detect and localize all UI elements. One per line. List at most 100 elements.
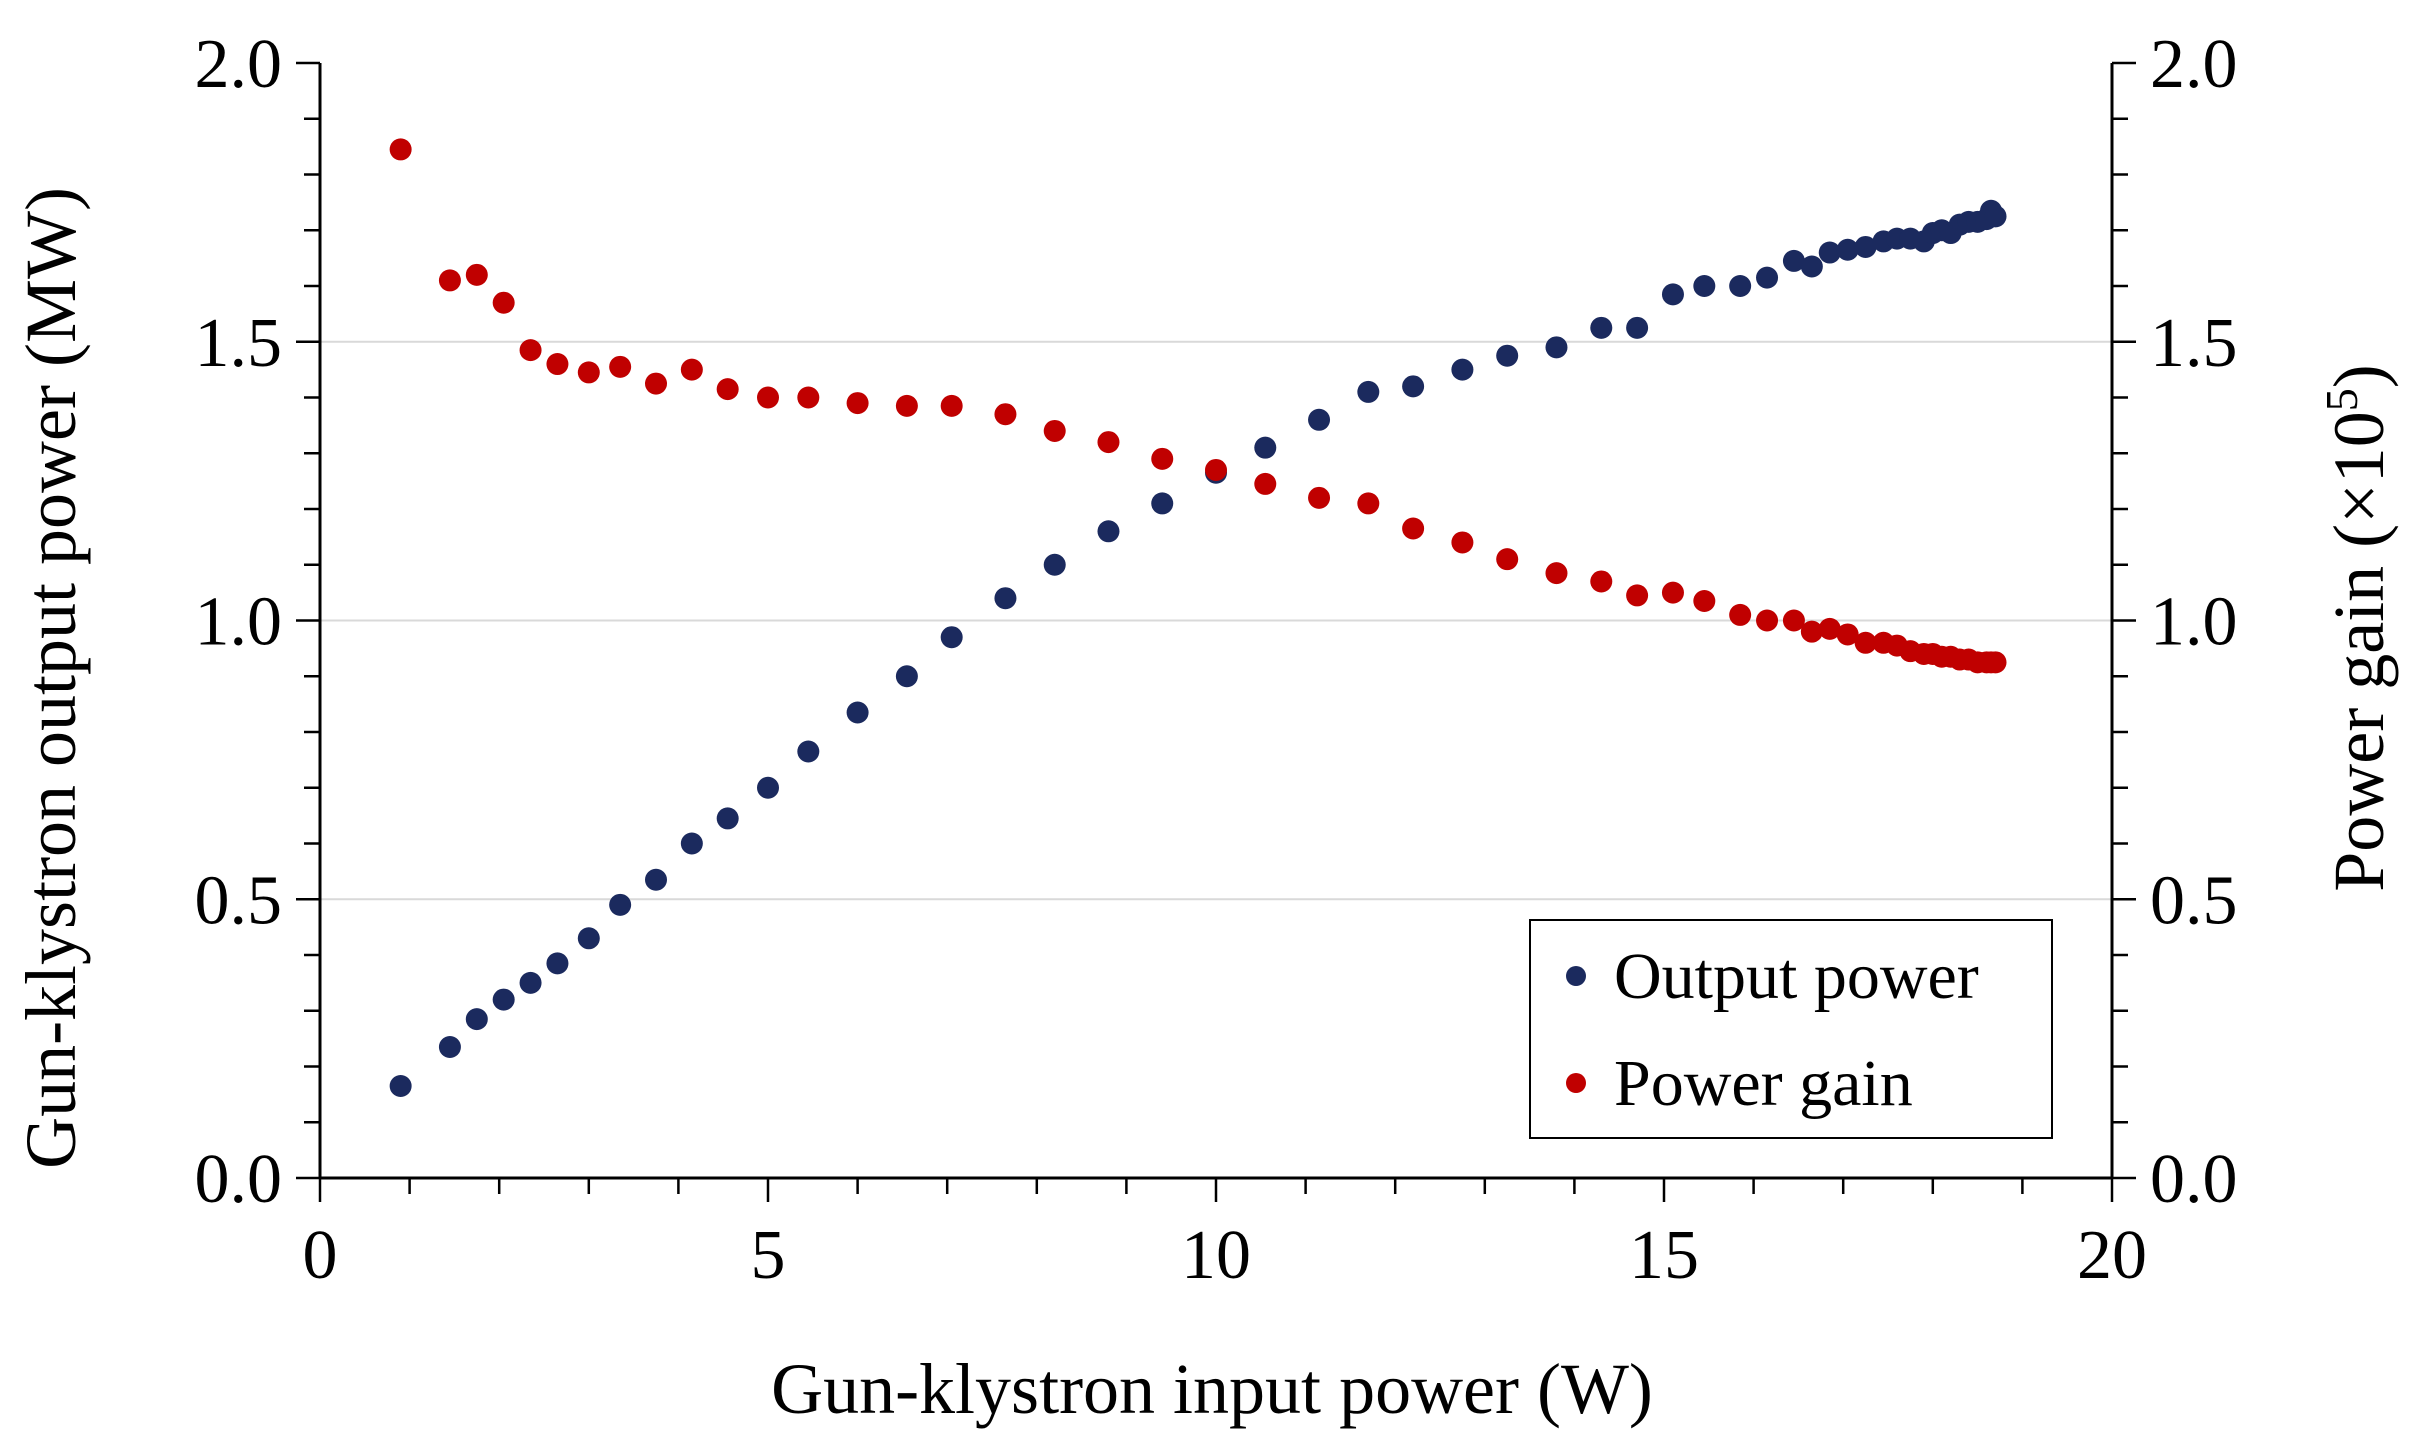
point-output-power-11 bbox=[757, 776, 779, 799]
point-power-gain-20 bbox=[1205, 458, 1227, 481]
point-output-power-18 bbox=[1097, 520, 1120, 543]
point-power-gain-0 bbox=[389, 138, 412, 161]
point-output-power-26 bbox=[1496, 344, 1519, 367]
point-output-power-27 bbox=[1545, 336, 1568, 359]
point-output-power-33 bbox=[1756, 266, 1779, 289]
point-output-power-21 bbox=[1254, 436, 1277, 459]
point-power-gain-28 bbox=[1590, 570, 1613, 593]
point-output-power-6 bbox=[577, 927, 600, 950]
point-output-power-32 bbox=[1729, 275, 1752, 297]
legend-marker-power-gain bbox=[1566, 1073, 1586, 1093]
y2-axis-title: Power gain (×105) bbox=[2316, 364, 2399, 892]
point-output-power-31 bbox=[1693, 275, 1716, 297]
point-power-gain-23 bbox=[1357, 492, 1380, 515]
point-power-gain-18 bbox=[1097, 431, 1120, 454]
point-power-gain-37 bbox=[1836, 623, 1859, 646]
point-output-power-24 bbox=[1402, 375, 1425, 398]
point-output-power-12 bbox=[797, 740, 820, 763]
point-output-power-9 bbox=[680, 832, 703, 855]
axis-ticks bbox=[296, 61, 2136, 1202]
point-power-gain-31 bbox=[1693, 589, 1716, 612]
point-power-gain-8 bbox=[645, 372, 667, 395]
point-output-power-0 bbox=[389, 1075, 412, 1098]
point-output-power-30 bbox=[1661, 283, 1684, 306]
point-output-power-8 bbox=[645, 868, 667, 891]
y-tick-label-3: 1.5 bbox=[195, 305, 283, 382]
point-output-power-51 bbox=[1984, 205, 2007, 228]
y2-axis-title-exponent: 5 bbox=[2316, 388, 2367, 411]
point-power-gain-27 bbox=[1545, 562, 1568, 585]
point-power-gain-33 bbox=[1756, 609, 1779, 632]
point-output-power-22 bbox=[1308, 408, 1331, 431]
point-output-power-38 bbox=[1854, 235, 1877, 258]
legend-box bbox=[1529, 919, 2053, 1139]
point-output-power-15 bbox=[940, 626, 963, 649]
point-power-gain-38 bbox=[1854, 631, 1877, 654]
point-power-gain-24 bbox=[1402, 517, 1425, 540]
point-power-gain-35 bbox=[1800, 620, 1823, 643]
point-output-power-16 bbox=[994, 587, 1017, 610]
x-tick-label-0: 0 bbox=[303, 1217, 338, 1294]
point-output-power-2 bbox=[465, 1008, 488, 1031]
y-tick-label-1: 0.5 bbox=[195, 862, 283, 939]
point-output-power-17 bbox=[1043, 553, 1066, 576]
point-power-gain-11 bbox=[757, 386, 779, 409]
point-power-gain-25 bbox=[1451, 531, 1474, 554]
point-power-gain-32 bbox=[1729, 603, 1752, 626]
point-power-gain-16 bbox=[994, 403, 1017, 426]
point-power-gain-9 bbox=[680, 358, 703, 381]
point-output-power-7 bbox=[609, 893, 632, 916]
point-power-gain-17 bbox=[1043, 419, 1066, 442]
x-tick-label-2: 10 bbox=[1181, 1217, 1251, 1294]
point-output-power-34 bbox=[1782, 249, 1805, 272]
y2-tick-label-3: 1.5 bbox=[2150, 305, 2238, 382]
point-power-gain-2 bbox=[465, 263, 488, 286]
data-markers bbox=[389, 138, 2007, 1098]
point-output-power-35 bbox=[1800, 255, 1823, 278]
point-output-power-4 bbox=[519, 971, 542, 994]
point-output-power-36 bbox=[1818, 241, 1841, 264]
grid-lines bbox=[320, 340, 2112, 901]
y2-tick-label-0: 0.0 bbox=[2150, 1141, 2238, 1218]
point-output-power-37 bbox=[1836, 238, 1859, 261]
point-power-gain-5 bbox=[546, 353, 569, 376]
point-power-gain-19 bbox=[1151, 447, 1174, 470]
y-tick-label-4: 2.0 bbox=[195, 26, 283, 103]
point-power-gain-21 bbox=[1254, 472, 1277, 495]
point-power-gain-12 bbox=[797, 386, 820, 409]
point-output-power-25 bbox=[1451, 358, 1474, 381]
point-output-power-10 bbox=[716, 807, 739, 830]
point-power-gain-6 bbox=[577, 361, 600, 384]
y2-tick-label-4: 2.0 bbox=[2150, 26, 2238, 103]
point-power-gain-13 bbox=[846, 392, 869, 415]
point-power-gain-36 bbox=[1818, 617, 1841, 640]
point-power-gain-51 bbox=[1984, 651, 2007, 674]
legend-label-power-gain: Power gain bbox=[1614, 1047, 1913, 1120]
point-power-gain-34 bbox=[1782, 609, 1805, 632]
y2-tick-label-1: 0.5 bbox=[2150, 862, 2238, 939]
legend-label-output-power: Output power bbox=[1614, 940, 1979, 1013]
x-tick-label-1: 5 bbox=[751, 1217, 786, 1294]
legend: Output power Power gain bbox=[1529, 919, 2053, 1139]
x-axis-title: Gun-klystron input power (W) bbox=[771, 1349, 1653, 1429]
legend-marker-output-power bbox=[1566, 966, 1586, 986]
point-power-gain-26 bbox=[1496, 548, 1519, 571]
y2-tick-label-2: 1.0 bbox=[2150, 584, 2238, 661]
y-tick-label-2: 1.0 bbox=[195, 584, 283, 661]
point-power-gain-4 bbox=[519, 339, 542, 362]
point-output-power-28 bbox=[1590, 316, 1613, 339]
y2-axis-title-suffix: ) bbox=[2319, 364, 2399, 388]
point-output-power-3 bbox=[492, 988, 515, 1011]
y2-axis-title-base: Power gain (×10 bbox=[2319, 411, 2399, 892]
y-axis-title: Gun-klystron output power (MW) bbox=[11, 187, 91, 1169]
point-output-power-1 bbox=[438, 1035, 461, 1058]
point-output-power-19 bbox=[1151, 492, 1174, 515]
point-output-power-13 bbox=[846, 701, 869, 724]
point-power-gain-30 bbox=[1661, 581, 1684, 604]
point-power-gain-7 bbox=[609, 355, 632, 378]
x-tick-label-3: 15 bbox=[1629, 1217, 1699, 1294]
point-power-gain-10 bbox=[716, 378, 739, 401]
tick-labels: 0.0 0.5 1.0 1.5 2.0 0.0 0.5 1.0 1.5 2.0 0 5 10 15 20 bbox=[195, 26, 2238, 1294]
